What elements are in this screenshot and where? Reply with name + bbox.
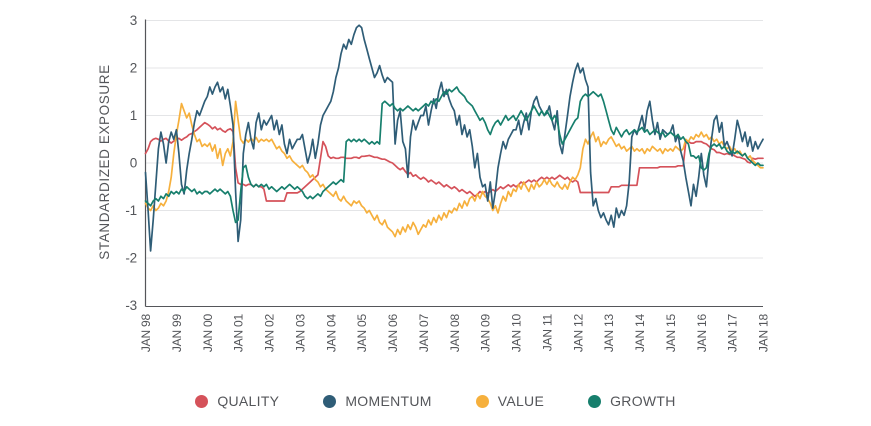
- x-tick-label: JAN 05: [355, 313, 369, 352]
- legend-label-growth: GROWTH: [610, 393, 676, 409]
- legend-label-value: VALUE: [497, 393, 545, 409]
- legend-dot-value: [475, 394, 489, 408]
- x-tick-label: JAN 09: [479, 313, 493, 352]
- x-tick-label: JAN 02: [263, 313, 277, 352]
- legend-item-quality: QUALITY: [195, 393, 279, 409]
- series-lines: [144, 24, 764, 252]
- x-tick-label: JAN 04: [324, 313, 338, 352]
- y-tick-label: -2: [125, 251, 137, 266]
- value-line: [144, 100, 764, 238]
- x-tick-label: JAN 17: [726, 313, 740, 352]
- legend-item-growth: GROWTH: [588, 393, 676, 409]
- x-tick-label: JAN 03: [293, 313, 307, 352]
- gridlines: [145, 20, 763, 259]
- x-tick-label: JAN 12: [571, 313, 585, 352]
- y-tick-labels: 3 2 1 0 -1 -2 -3: [125, 13, 137, 313]
- x-tick-label: JAN 01: [232, 313, 246, 352]
- x-tick-label: JAN 16: [695, 313, 709, 352]
- y-tick-label: 1: [130, 108, 137, 123]
- x-tick-label: JAN 00: [201, 313, 215, 352]
- legend-dot-growth: [588, 394, 602, 408]
- x-tick-label: JAN 07: [417, 313, 431, 352]
- y-tick-label: 0: [130, 156, 137, 171]
- x-tick-label: JAN 15: [664, 313, 678, 352]
- momentum-line: [144, 24, 764, 252]
- legend-label-quality: QUALITY: [217, 393, 280, 409]
- x-tick-label: JAN 99: [170, 313, 184, 352]
- y-tick-label: -1: [125, 203, 137, 218]
- legend-item-momentum: MOMENTUM: [323, 393, 431, 409]
- axes: [144, 19, 763, 308]
- chart-legend: QUALITY MOMENTUM VALUE GROWTH: [0, 393, 871, 409]
- x-tick-label: JAN 13: [602, 313, 616, 352]
- y-tick-label: 2: [130, 61, 137, 76]
- x-tick-labels: JAN 98 JAN 99 JAN 00 JAN 01 JAN 02 JAN 03 JAN …: [139, 313, 771, 352]
- quality-line: [144, 121, 764, 202]
- legend-dot-momentum: [323, 394, 337, 408]
- x-tick-label: JAN 98: [139, 313, 153, 352]
- y-tick-label: -3: [125, 298, 137, 313]
- legend-label-momentum: MOMENTUM: [345, 393, 432, 409]
- x-tick-label: JAN 18: [757, 313, 771, 352]
- growth-line: [144, 86, 764, 224]
- legend-item-value: VALUE: [475, 393, 545, 409]
- x-tick-label: JAN 06: [386, 313, 400, 352]
- y-tick-label: 3: [130, 13, 137, 28]
- x-tick-label: JAN 08: [448, 313, 462, 352]
- y-axis-title: STANDARDIZED EXPOSURE: [97, 64, 112, 259]
- x-tick-label: JAN 10: [510, 313, 524, 352]
- x-tick-label: JAN 14: [633, 313, 647, 352]
- x-tick-label: JAN 11: [540, 313, 554, 351]
- legend-dot-quality: [195, 394, 209, 408]
